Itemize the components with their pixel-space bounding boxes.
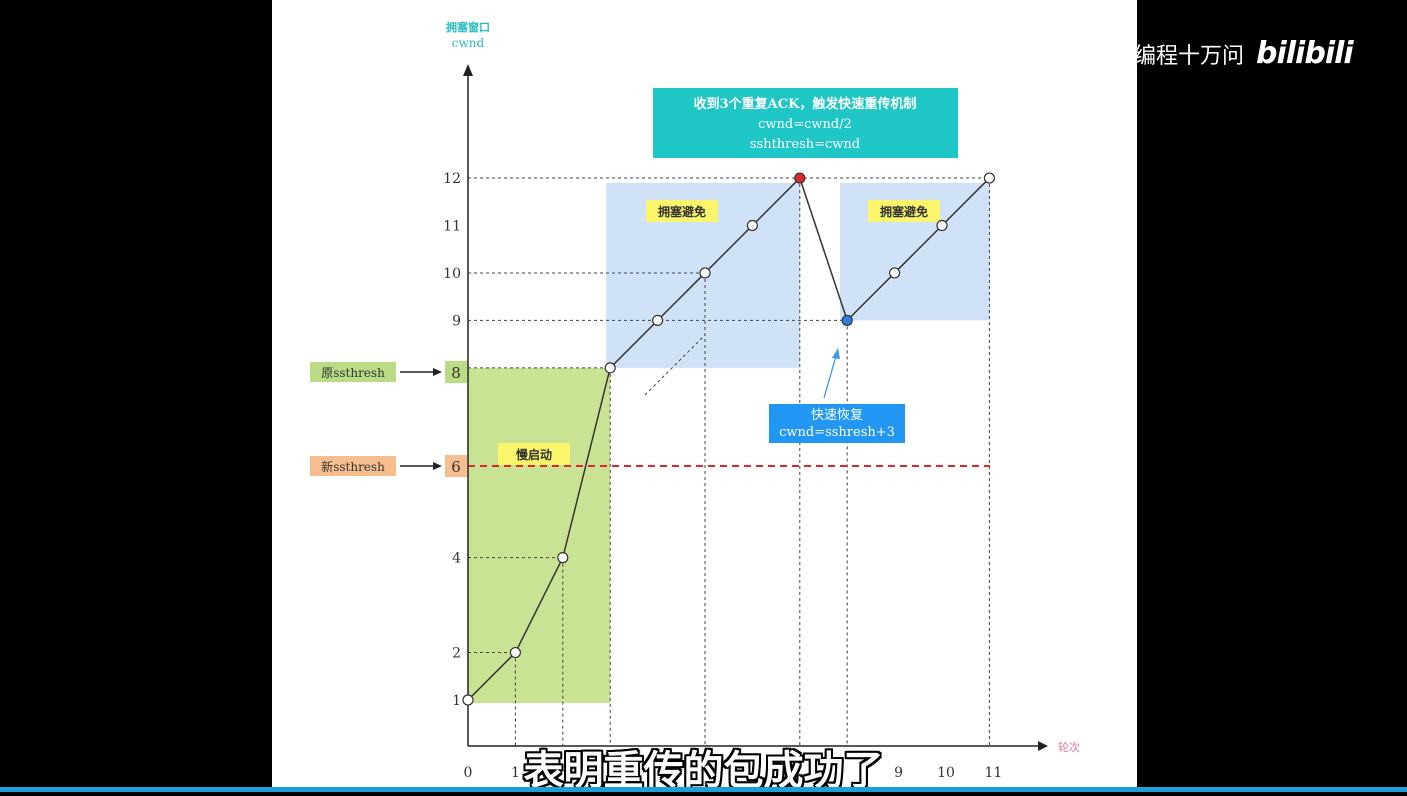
old-ssthresh-label: 原ssthresh xyxy=(321,366,385,380)
data-point xyxy=(651,314,664,326)
threshold-label-box xyxy=(310,456,396,476)
watermark: 编程十万问 bilibili xyxy=(1134,36,1354,71)
recovery-arrow-line xyxy=(823,355,837,399)
x-tick-label: 10 xyxy=(937,765,955,781)
region-label-box xyxy=(498,443,570,465)
y-tick-label: 4 xyxy=(452,551,461,567)
fast-retransmit-box xyxy=(653,88,958,158)
subtitle: 表明重传的包成功了 xyxy=(523,748,884,794)
recovery-data-point xyxy=(841,314,853,326)
y-axis-label-unit: cwnd xyxy=(452,36,485,50)
threshold-value: 8 xyxy=(451,364,461,382)
data-point xyxy=(699,267,711,279)
data-point xyxy=(604,362,616,374)
data-point xyxy=(936,219,948,232)
data-point xyxy=(557,552,569,564)
data-point xyxy=(888,267,901,279)
y-tick-label: 2 xyxy=(452,646,461,662)
x-tick-label: 0 xyxy=(464,765,473,781)
fast-retransmit-text: sshthresh=cwnd xyxy=(750,137,860,152)
y-axis-arrow-icon xyxy=(463,64,473,76)
y-tick-label: 11 xyxy=(443,219,461,235)
fast-recovery-text: 快速恢复 xyxy=(811,408,863,423)
peak-data-point xyxy=(794,172,806,184)
cwnd-series-line xyxy=(467,176,990,701)
region-slow-start xyxy=(468,367,611,703)
data-point xyxy=(746,219,759,232)
video-progress-bar[interactable] xyxy=(0,787,1407,792)
new-ssthresh-label: 新ssthresh xyxy=(321,459,385,474)
arrow-right-icon xyxy=(433,368,442,376)
x-axis-arrow-icon xyxy=(1038,741,1048,751)
congestion-avoidance-label: 拥塞避免 xyxy=(658,204,706,219)
region-label-box xyxy=(868,200,940,222)
threshold-label-box xyxy=(310,362,396,382)
guide-line-diagonal xyxy=(644,334,706,396)
fast-retransmit-text: 收到3个重复ACK，触发快速重传机制 xyxy=(694,96,917,112)
data-point xyxy=(462,694,474,706)
data-point xyxy=(983,172,996,184)
threshold-value: 6 xyxy=(451,458,461,476)
fast-recovery-text: cwnd=sshresh+3 xyxy=(779,425,895,440)
fast-retransmit-text: cwnd=cwnd/2 xyxy=(758,117,852,132)
y-tick-label: 10 xyxy=(443,266,461,282)
y-tick-label: 9 xyxy=(452,313,461,329)
y-tick-label: 1 xyxy=(452,693,461,709)
arrow-up-icon xyxy=(832,348,840,359)
threshold-value-box xyxy=(445,455,467,477)
x-tick-label: 9 xyxy=(894,765,903,781)
slow-start-label: 慢启动 xyxy=(516,447,552,462)
x-tick-label: 11 xyxy=(984,765,1002,781)
threshold-value-box xyxy=(445,361,467,383)
congestion-avoidance-label: 拥塞避免 xyxy=(880,204,928,219)
arrow-right-icon xyxy=(433,462,442,470)
y-axis-label: 拥塞窗口 xyxy=(446,20,490,34)
x-tick-label: 1 xyxy=(511,765,520,781)
data-point xyxy=(509,646,522,659)
region-label-box xyxy=(646,200,718,222)
fast-recovery-box xyxy=(769,404,905,443)
x-axis-label: 轮次 xyxy=(1058,740,1080,754)
watermark-channel: 编程十万问 xyxy=(1134,43,1245,69)
bilibili-logo: bilibili xyxy=(1256,36,1354,71)
y-tick-label: 12 xyxy=(443,171,461,187)
